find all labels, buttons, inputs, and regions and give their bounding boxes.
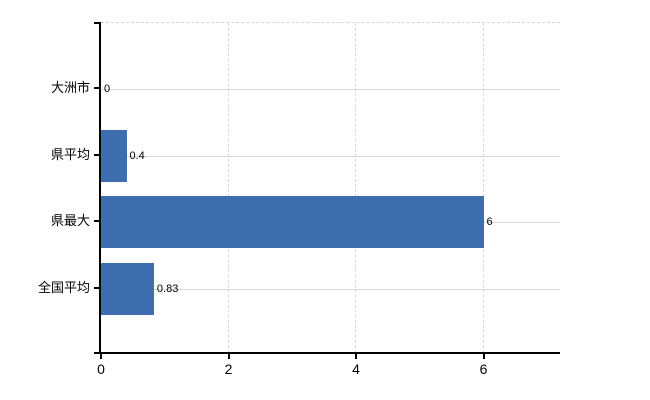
x-axis-tick-label: 2 <box>224 361 233 377</box>
y-axis-tick <box>94 153 101 156</box>
gridline-h <box>101 288 560 290</box>
bar-value-label: 0 <box>104 83 111 95</box>
category-label: 県平均 <box>50 146 90 162</box>
gridline-h <box>101 89 560 90</box>
bar-value-label: 6 <box>486 216 493 228</box>
y-axis-top-tick <box>94 22 101 24</box>
x-axis-tick-label: 4 <box>352 361 360 377</box>
x-axis-tick-label: 0 <box>97 361 105 377</box>
gridline-v <box>355 23 356 353</box>
x-axis-line <box>94 352 560 354</box>
gridline-v <box>482 23 484 353</box>
plot-area: 0 0.4 6 0.83 <box>101 22 560 353</box>
y-axis-tick <box>94 87 101 89</box>
bar-value-label: 0.4 <box>129 149 145 162</box>
category-label: 県最大 <box>50 213 90 228</box>
x-axis-tick <box>227 354 230 359</box>
y-axis-bottom-tick <box>94 352 101 354</box>
category-label: 大洲市 <box>50 80 90 95</box>
x-axis-tick <box>355 354 357 359</box>
y-axis-tick <box>94 286 101 289</box>
gridline-v <box>227 23 229 353</box>
category-label: 全国平均 <box>37 279 90 295</box>
bar-value-label: 0.83 <box>156 282 179 295</box>
bar <box>101 262 154 315</box>
bar <box>101 129 127 182</box>
bar <box>101 196 484 248</box>
y-axis-line <box>99 22 101 354</box>
gridline-h <box>101 155 560 157</box>
y-axis-tick <box>94 220 101 222</box>
x-axis-tick <box>100 354 102 359</box>
x-axis-tick <box>482 354 485 359</box>
x-axis-tick-label: 6 <box>479 361 488 377</box>
